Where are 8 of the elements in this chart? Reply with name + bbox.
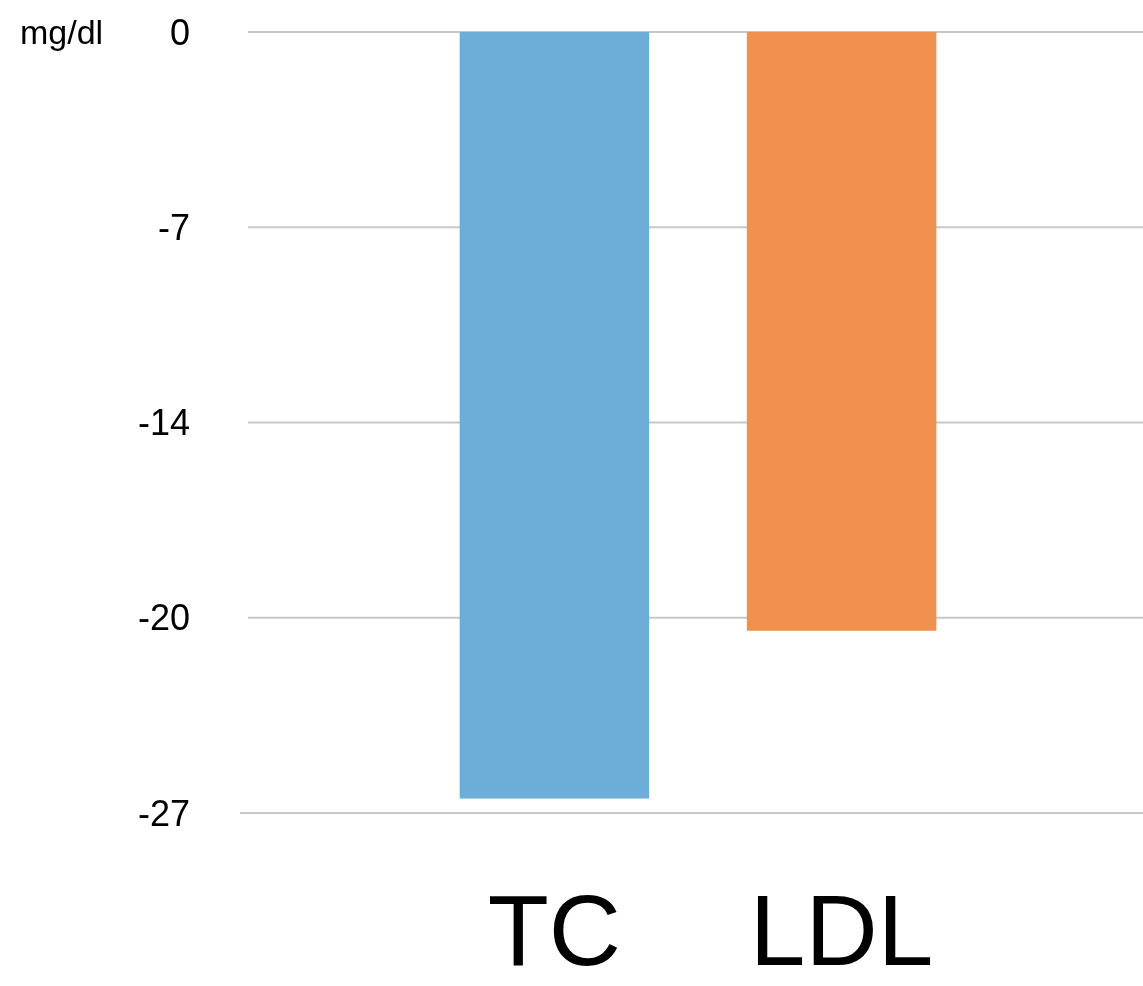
y-tick-label: -7 bbox=[157, 206, 190, 248]
y-tick-label: 0 bbox=[169, 11, 190, 53]
x-tick-label: TC bbox=[487, 874, 622, 986]
y-axis-title: mg/dl bbox=[20, 12, 104, 51]
y-tick-label: -14 bbox=[137, 402, 190, 444]
y-tick-label: -27 bbox=[137, 792, 190, 834]
x-tick-label: LDL bbox=[749, 874, 934, 986]
y-tick-label: -20 bbox=[137, 597, 190, 639]
